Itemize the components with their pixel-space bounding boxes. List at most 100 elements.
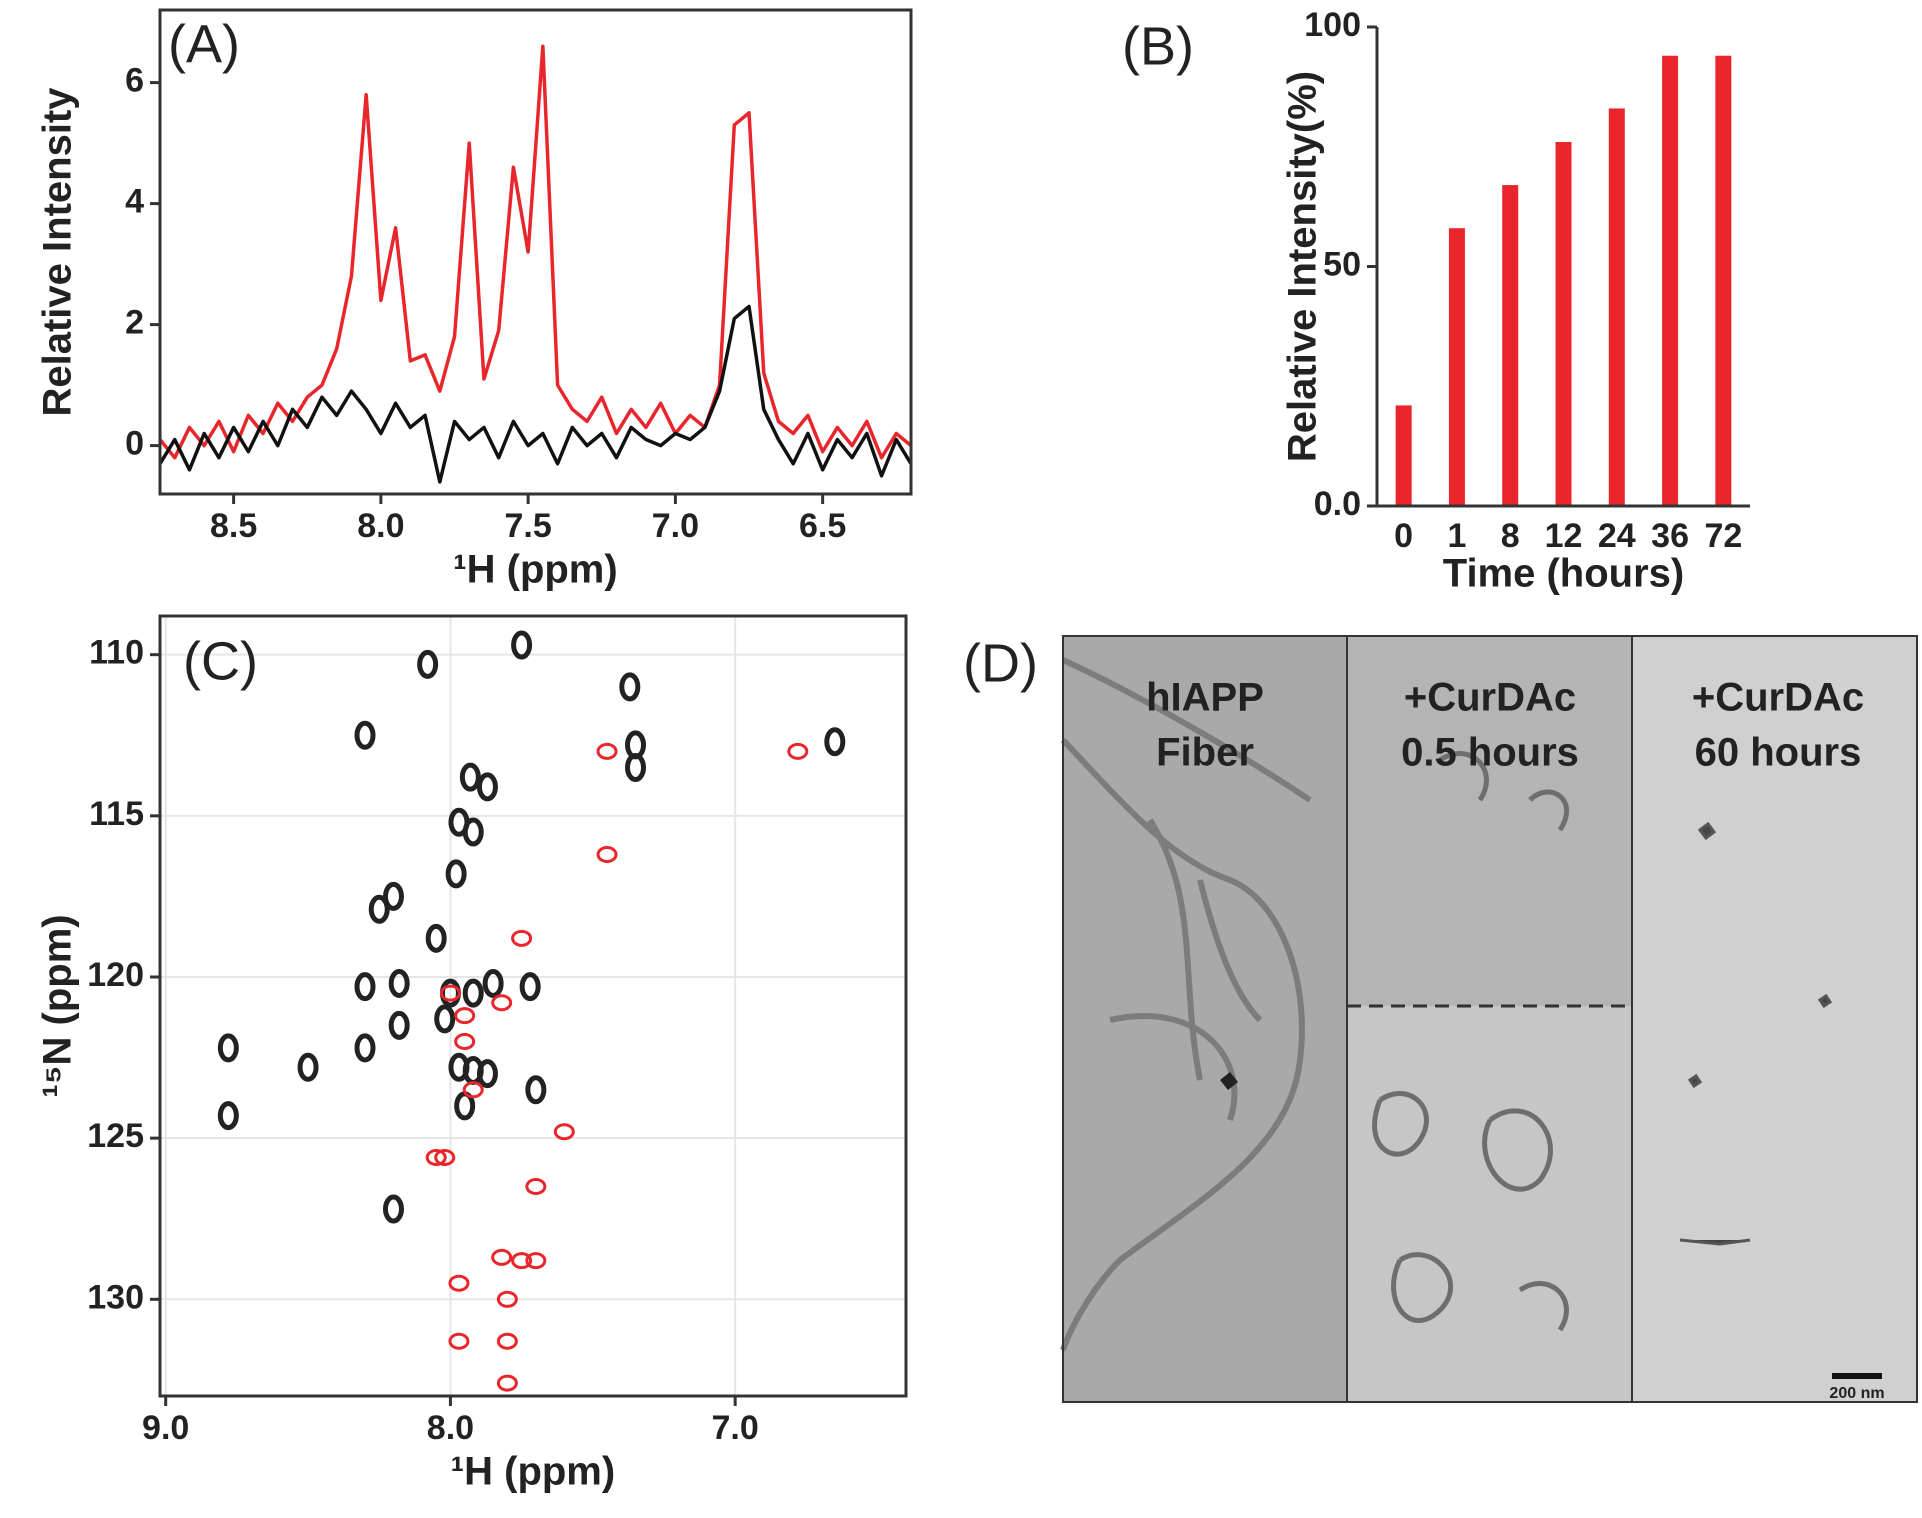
peak <box>525 1177 547 1195</box>
peak <box>462 817 484 847</box>
y-tick-label: 0 <box>125 425 144 463</box>
peak <box>445 859 467 889</box>
peak <box>491 1248 513 1266</box>
peak <box>217 1033 239 1063</box>
scale-bar-label: 200 nm <box>1829 1385 1884 1402</box>
peak <box>596 846 618 864</box>
peak <box>462 1081 484 1099</box>
bar <box>1502 185 1519 506</box>
peak <box>824 727 846 757</box>
image-label: hIAPP <box>1146 676 1264 720</box>
tem-images: (D) hIAPP Fiber +CurDAc 0.5 hours +CurDA… <box>963 633 1918 1403</box>
x-tick-label: 6.5 <box>799 507 846 545</box>
peak <box>217 1101 239 1131</box>
x-axis-label: ¹H (ppm) <box>451 1450 615 1494</box>
y-tick-label: 100 <box>1304 6 1361 44</box>
peak <box>434 1148 456 1166</box>
peak <box>476 772 498 802</box>
peak <box>511 630 533 660</box>
aggregate-texture <box>1679 821 1833 1246</box>
peak <box>496 1290 518 1308</box>
peak <box>596 742 618 760</box>
x-tick-label: 0 <box>1394 517 1413 555</box>
plot-frame <box>158 8 913 496</box>
peak <box>354 720 376 750</box>
panel-label: (C) <box>183 631 258 691</box>
peak <box>425 923 447 953</box>
peak <box>496 1332 518 1350</box>
x-tick-label: 1 <box>1447 517 1466 555</box>
y-tick-label: 120 <box>87 956 144 994</box>
bar <box>1448 228 1465 506</box>
x-tick-label: 7.0 <box>652 507 699 545</box>
y-tick-label: 50 <box>1323 245 1361 283</box>
y-tick-label: 0.0 <box>1314 485 1361 523</box>
x-tick-label: 9.0 <box>142 1409 189 1447</box>
x-tick-label: 8.0 <box>427 1409 474 1447</box>
peak <box>382 1194 404 1224</box>
image-panel <box>1347 636 1632 1006</box>
fiber-texture <box>1220 1072 1238 1090</box>
peak <box>388 968 410 998</box>
peak <box>787 742 809 760</box>
peak <box>511 929 533 947</box>
plot-frame <box>158 614 908 1398</box>
peak <box>496 1374 518 1392</box>
peak <box>619 672 641 702</box>
peak <box>425 1148 447 1166</box>
bar <box>1715 55 1732 507</box>
image-label: 0.5 hours <box>1401 731 1579 775</box>
peak <box>434 1004 456 1034</box>
y-tick-label: 6 <box>125 62 144 100</box>
y-tick-label: 115 <box>89 795 144 833</box>
image-frame <box>1062 635 1918 1403</box>
peak <box>459 762 481 792</box>
x-tick-label: 12 <box>1545 517 1583 555</box>
image-panel <box>1347 1006 1632 1402</box>
image-label: +CurDAc <box>1404 676 1576 720</box>
peak <box>491 994 513 1012</box>
peak <box>382 881 404 911</box>
y-axis-label: Relative Intensity(%) <box>1281 71 1325 462</box>
peak <box>448 1332 470 1350</box>
peak <box>439 984 461 1002</box>
peak <box>417 649 439 679</box>
y-axis-label: ¹⁵N (ppm) <box>36 914 80 1097</box>
peak <box>476 1059 498 1089</box>
peak <box>368 894 390 924</box>
image-panel <box>1632 636 1917 1402</box>
spectrum-line <box>158 304 913 484</box>
bar <box>1555 141 1572 506</box>
bar <box>1662 55 1679 507</box>
panel-label: (D) <box>963 633 1038 693</box>
peak <box>448 1274 470 1292</box>
peak <box>354 972 376 1002</box>
y-tick-label: 4 <box>125 183 144 221</box>
x-axis-label: Time (hours) <box>1443 552 1685 596</box>
fiber-texture <box>1060 657 1312 1351</box>
bar <box>1395 405 1412 506</box>
x-tick-label: 24 <box>1598 517 1636 555</box>
peak <box>525 1075 547 1105</box>
x-tick-label: 7.5 <box>505 507 552 545</box>
x-tick-label: 72 <box>1704 517 1742 555</box>
image-label: 60 hours <box>1695 731 1862 775</box>
y-tick-label: 2 <box>125 304 144 342</box>
spectrum-line <box>158 44 913 460</box>
peak <box>482 968 504 998</box>
y-tick-label: 110 <box>89 634 144 672</box>
x-tick-label: 36 <box>1651 517 1689 555</box>
peak <box>388 1010 410 1040</box>
y-tick-label: 125 <box>87 1117 144 1155</box>
bar <box>1608 108 1625 507</box>
image-label: +CurDAc <box>1692 676 1864 720</box>
peak <box>297 1052 319 1082</box>
x-tick-label: 8 <box>1501 517 1520 555</box>
image-label: Fiber <box>1156 731 1254 775</box>
x-tick-label: 8.0 <box>357 507 404 545</box>
y-axis-label: Relative Intensity <box>36 87 80 417</box>
x-axis-label: ¹H (ppm) <box>453 548 617 592</box>
peak <box>511 1252 533 1270</box>
